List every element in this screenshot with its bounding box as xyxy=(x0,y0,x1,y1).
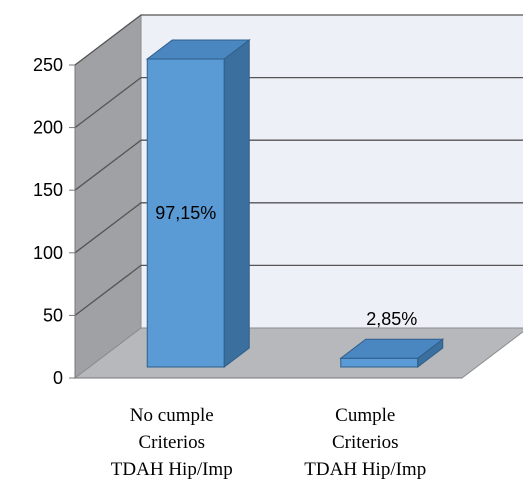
gridlines xyxy=(74,14,523,316)
bar-top xyxy=(339,338,445,359)
gridline xyxy=(74,264,523,316)
y-tick-label: 50 xyxy=(43,305,63,325)
gridline xyxy=(74,76,523,129)
y-tick-label: 150 xyxy=(33,180,63,200)
bar-front xyxy=(340,357,419,368)
data-label: 97,15% xyxy=(155,203,216,223)
gridline xyxy=(74,14,523,66)
floor xyxy=(73,327,523,379)
y-axis: 0 50 100 150 200 250 xyxy=(33,55,76,388)
bar-side xyxy=(223,38,250,369)
x-axis: No cumple Criterios TDAH Hip/Imp Cumple Crit… xyxy=(75,377,462,480)
x-tick-label-line: No cumple xyxy=(130,405,214,426)
bar-front xyxy=(146,58,225,368)
data-label: 2,85% xyxy=(366,309,417,329)
x-tick-label-line: Criterios xyxy=(332,432,399,453)
bar-top xyxy=(145,39,251,60)
side-wall xyxy=(74,13,142,380)
x-tick-label: No cumple Criterios TDAH Hip/Imp xyxy=(111,405,233,480)
y-tick-label: 0 xyxy=(53,368,63,388)
chart-walls xyxy=(73,13,523,380)
y-tick-label: 100 xyxy=(33,243,63,263)
x-tick-label: Cumple Criterios TDAH Hip/Imp xyxy=(304,405,426,480)
x-tick-label-line: Cumple xyxy=(335,405,395,426)
bars xyxy=(145,38,445,369)
y-tick-label: 250 xyxy=(33,55,63,75)
x-tick-label-line: TDAH Hip/Imp xyxy=(111,459,233,480)
gridline xyxy=(74,139,523,191)
gridline xyxy=(74,202,523,254)
x-tick-label-line: TDAH Hip/Imp xyxy=(304,459,426,480)
x-tick-label-line: Criterios xyxy=(139,432,206,453)
y-tick-label: 200 xyxy=(33,118,63,138)
data-labels: 97,15% 2,85% xyxy=(155,203,417,329)
